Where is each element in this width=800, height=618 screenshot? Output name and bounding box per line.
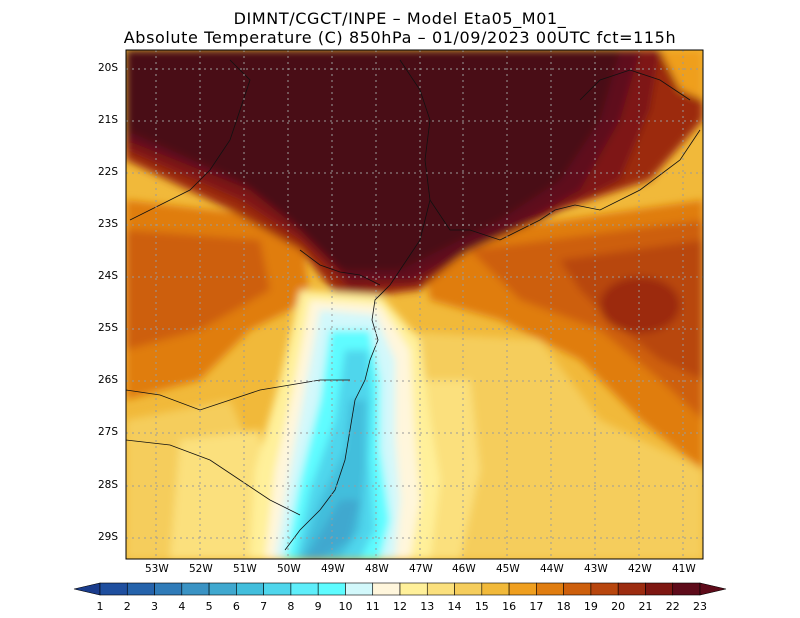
- colorbar-label-19: 19: [583, 600, 598, 613]
- colorbar-segment: [454, 582, 483, 596]
- colorbar-label-12: 12: [393, 600, 407, 613]
- lon-label-43W: 43W: [584, 563, 608, 575]
- colorbar-label-21: 21: [638, 600, 653, 613]
- temperature-field: [126, 50, 703, 559]
- colorbar: [73, 582, 727, 596]
- colorbar-segment: [481, 582, 510, 596]
- colorbar-segment: [317, 582, 346, 596]
- colorbar-high-arrow: [699, 582, 727, 596]
- lon-label-52W: 52W: [189, 563, 213, 575]
- colorbar-label-13: 13: [420, 600, 435, 613]
- lat-label-20S: 20S: [98, 62, 119, 74]
- colorbar-label-2: 2: [123, 600, 131, 613]
- lat-label-23S: 23S: [98, 218, 119, 230]
- lon-label-47W: 47W: [409, 563, 433, 575]
- colorbar-segment: [426, 582, 455, 596]
- colorbar-label-23: 23: [693, 600, 707, 613]
- colorbar-segment: [345, 582, 374, 596]
- coastline: [126, 59, 701, 551]
- lat-label-29S: 29S: [98, 531, 119, 543]
- lon-label-51W: 51W: [233, 563, 257, 575]
- lat-label-25S: 25S: [98, 322, 119, 334]
- colorbar-label-20: 20: [611, 600, 626, 613]
- colorbar-label-5: 5: [205, 600, 213, 613]
- colorbar-segment: [236, 582, 264, 596]
- map-frame: [125, 49, 704, 560]
- colorbar-segment: [645, 582, 674, 596]
- colorbar-low-arrow: [73, 582, 101, 596]
- colorbar-segment: [399, 582, 428, 596]
- colorbar-label-10: 10: [338, 600, 353, 613]
- colorbar-segment: [563, 582, 592, 596]
- lat-label-21S: 21S: [98, 114, 119, 126]
- colorbar-segment: [290, 582, 319, 596]
- lon-label-41W: 41W: [672, 563, 696, 575]
- chart-subtitle: Absolute Temperature (C) 850hPa – 01/09/…: [123, 28, 677, 47]
- colorbar-segment: [99, 582, 128, 596]
- colorbar-label-11: 11: [365, 600, 380, 613]
- colorbar-segment: [208, 582, 237, 596]
- colorbar-label-4: 4: [178, 600, 186, 613]
- colorbar-label-15: 15: [474, 600, 489, 613]
- colorbar-label-14: 14: [447, 600, 462, 613]
- colorbar-segment: [590, 582, 619, 596]
- colorbar-segment: [181, 582, 210, 596]
- colorbar-segment: [126, 582, 155, 596]
- colorbar-segment: [672, 582, 701, 596]
- lat-label-26S: 26S: [98, 374, 119, 386]
- colorbar-label-8: 8: [287, 600, 295, 613]
- colorbar-label-3: 3: [151, 600, 159, 613]
- lat-label-22S: 22S: [98, 166, 119, 178]
- lon-label-46W: 46W: [452, 563, 476, 575]
- lon-label-45W: 45W: [496, 563, 520, 575]
- lon-label-50W: 50W: [277, 563, 301, 575]
- chart-title: DIMNT/CGCT/INPE – Model Eta05_M01_: [233, 9, 567, 28]
- lon-label-44W: 44W: [540, 563, 564, 575]
- colorbar-segment: [508, 582, 537, 596]
- colorbar-label-1: 1: [96, 600, 104, 613]
- lat-label-24S: 24S: [98, 270, 119, 282]
- colorbar-label-16: 16: [502, 600, 517, 613]
- lon-label-48W: 48W: [365, 563, 389, 575]
- colorbar-label-6: 6: [232, 600, 240, 613]
- colorbar-segment: [263, 582, 292, 596]
- colorbar-label-18: 18: [556, 600, 571, 613]
- colorbar-label-22: 22: [665, 600, 680, 613]
- grid: [126, 50, 703, 559]
- lat-label-27S: 27S: [98, 426, 119, 438]
- lon-label-42W: 42W: [628, 563, 652, 575]
- lon-label-49W: 49W: [321, 563, 345, 575]
- colorbar-segment: [536, 582, 564, 596]
- colorbar-segment: [154, 582, 183, 596]
- lat-label-28S: 28S: [98, 479, 119, 491]
- colorbar-segment: [372, 582, 401, 596]
- lon-label-53W: 53W: [145, 563, 169, 575]
- colorbar-label-17: 17: [529, 600, 544, 613]
- colorbar-segment: [617, 582, 646, 596]
- colorbar-label-9: 9: [314, 600, 322, 613]
- colorbar-label-7: 7: [260, 600, 268, 613]
